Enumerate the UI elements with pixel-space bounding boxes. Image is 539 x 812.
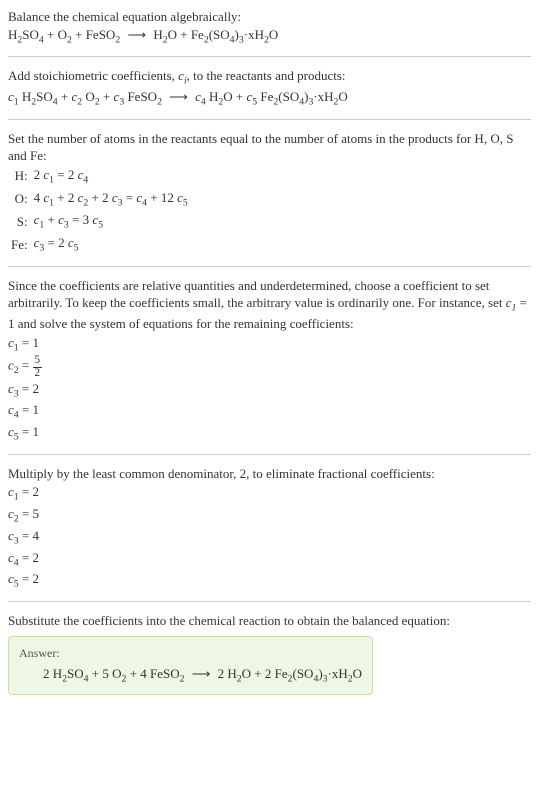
divider xyxy=(8,454,531,455)
arrow-icon: ⟶ xyxy=(123,27,150,42)
unbalanced-equation: H2SO4 + O2 + FeSO2 ⟶ H2O + Fe2(SO4)3·xH2… xyxy=(8,26,531,47)
atoms-intro: Set the number of atoms in the reactants… xyxy=(8,130,531,165)
divider xyxy=(8,119,531,120)
divider xyxy=(8,56,531,57)
intro-text: Balance the chemical equation algebraica… xyxy=(8,8,531,26)
table-row: H: 2 c1 = 2 c4 xyxy=(8,165,191,188)
coeff-intro: Add stoichiometric coefficients, ci, to … xyxy=(8,67,531,88)
table-row: S: c1 + c3 = 3 c5 xyxy=(8,210,191,233)
divider xyxy=(8,601,531,602)
coefficient-values-1: c1 = 1 c2 = 52 c3 = 2 c4 = 1 c5 = 1 xyxy=(8,334,531,444)
coefficient-values-2: c1 = 2 c2 = 5 c3 = 4 c4 = 2 c5 = 2 xyxy=(8,483,531,591)
multiply-text: Multiply by the least common denominator… xyxy=(8,465,531,483)
atom-balance-table: H: 2 c1 = 2 c4 O: 4 c1 + 2 c2 + 2 c3 = c… xyxy=(8,165,191,256)
answer-box: Answer: 2 H2SO4 + 5 O2 + 4 FeSO2 ⟶ 2 H2O… xyxy=(8,636,373,695)
balanced-equation: 2 H2SO4 + 5 O2 + 4 FeSO2 ⟶ 2 H2O + 2 Fe2… xyxy=(19,665,362,686)
divider xyxy=(8,266,531,267)
answer-label: Answer: xyxy=(19,645,362,661)
table-row: Fe: c3 = 2 c5 xyxy=(8,233,191,256)
final-text: Substitute the coefficients into the che… xyxy=(8,612,531,630)
table-row: O: 4 c1 + 2 c2 + 2 c3 = c4 + 12 c5 xyxy=(8,188,191,211)
coeff-equation: c1 H2SO4 + c2 O2 + c3 FeSO2 ⟶ c4 H2O + c… xyxy=(8,88,531,109)
arbitrary-text: Since the coefficients are relative quan… xyxy=(8,277,531,333)
